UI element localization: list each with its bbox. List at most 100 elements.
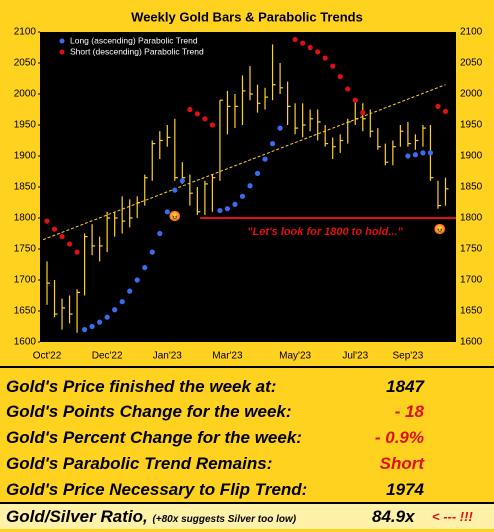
- label: Gold/Silver Ratio,: [6, 507, 148, 526]
- y-tick-label: 2050: [14, 58, 37, 69]
- y-tick-label: 2100: [460, 27, 483, 38]
- sar-dot: [164, 209, 170, 215]
- y-tick-label: 1600: [14, 337, 37, 348]
- divider: [0, 366, 494, 368]
- sar-dot: [179, 178, 185, 184]
- sar-dot: [202, 116, 208, 122]
- y-tick-label: 2000: [14, 89, 37, 100]
- chart: Weekly Gold Bars & Parabolic Trends Long…: [13, 9, 483, 362]
- sar-dot: [119, 299, 125, 305]
- sar-dot: [157, 230, 163, 237]
- sar-dot: [420, 150, 426, 156]
- sar-dot: [292, 36, 298, 43]
- y-tick-label: 1950: [14, 120, 37, 131]
- sar-dot: [104, 314, 110, 320]
- sar-dot: [142, 265, 148, 271]
- sar-dot: [89, 323, 95, 330]
- legend-marker: [59, 38, 65, 44]
- sar-dot: [232, 201, 238, 207]
- y-tick-label: 1950: [460, 120, 483, 131]
- sar-dot: [262, 156, 268, 162]
- sar-dot: [405, 153, 411, 159]
- sar-dot: [97, 319, 103, 325]
- value: 1974: [386, 480, 424, 499]
- label: Gold's Points Change for the week:: [6, 402, 292, 421]
- sar-dot: [352, 97, 358, 103]
- y-tick-label: 1650: [460, 306, 483, 317]
- sar-dot: [224, 206, 231, 212]
- sar-dot: [81, 327, 88, 333]
- table-row: Gold's Points Change for the week: - 18: [6, 399, 494, 424]
- y-tick-label: 1850: [460, 182, 483, 193]
- x-tick-label: Jan'23: [153, 351, 183, 362]
- sar-dot: [59, 234, 65, 240]
- sar-dot: [44, 218, 50, 224]
- sar-dot: [74, 249, 80, 255]
- icon: 😡: [434, 224, 446, 236]
- sar-dot: [239, 193, 246, 199]
- y-tick-label: 2100: [14, 27, 37, 38]
- sar-dot: [337, 74, 343, 80]
- y-tick-label: 2000: [460, 89, 483, 100]
- flag: < --- !!!: [432, 509, 473, 524]
- sar-dot: [254, 170, 261, 176]
- legend-label: Long (ascending) Parabolic Trend: [70, 35, 198, 45]
- y-tick-label: 1750: [460, 244, 483, 255]
- x-tick-label: Mar'23: [212, 351, 243, 362]
- sar-dot: [172, 187, 178, 193]
- y-tick-label: 2050: [460, 58, 483, 69]
- x-tick-label: Sep'23: [392, 351, 423, 362]
- sar-dot: [345, 86, 351, 92]
- sar-dot: [187, 106, 193, 113]
- value: 1847: [386, 377, 424, 396]
- sar-dot: [127, 288, 133, 294]
- sar-dot: [412, 152, 419, 158]
- value: 84.9x: [372, 507, 415, 526]
- x-tick-label: Jul'23: [342, 351, 368, 362]
- legend-label: Short (descending) Parabolic Trend: [70, 46, 204, 56]
- sar-dot: [315, 49, 321, 55]
- y-tick-label: 1850: [14, 182, 37, 193]
- table-row: Gold's Percent Change for the week: - 0.9…: [6, 425, 494, 450]
- sar-dot: [217, 207, 223, 214]
- y-tick-label: 1900: [14, 151, 37, 162]
- sar-dot: [277, 125, 283, 131]
- y-tick-label: 1650: [14, 306, 37, 317]
- label: Gold's Parabolic Trend Remains:: [6, 454, 273, 473]
- value: - 0.9%: [374, 428, 424, 447]
- sar-dot: [435, 103, 441, 109]
- y-tick-label: 1750: [14, 244, 37, 255]
- sar-dot: [322, 55, 328, 61]
- x-tick-label: May'23: [279, 351, 311, 362]
- table-row: Gold's Price Necessary to Flip Trend: 197…: [6, 477, 494, 502]
- sar-dot: [300, 40, 306, 46]
- y-tick-label: 1700: [460, 275, 483, 286]
- sar-dot: [51, 226, 58, 232]
- sar-dot: [330, 63, 336, 69]
- label: Gold's Percent Change for the week:: [6, 428, 302, 447]
- sar-dot: [442, 108, 449, 114]
- sar-dot: [307, 44, 313, 51]
- value: Short: [379, 454, 424, 473]
- table-row: Gold's Parabolic Trend Remains: Short: [6, 451, 494, 476]
- sar-dot: [247, 183, 253, 189]
- y-tick-label: 1800: [14, 213, 37, 224]
- legend-marker: [59, 49, 65, 55]
- x-tick-label: Dec'22: [92, 351, 123, 362]
- divider: [0, 502, 494, 504]
- chart-title: Weekly Gold Bars & Parabolic Trends: [131, 9, 363, 24]
- ratio-row: Gold/Silver Ratio, (+80x suggests Silver…: [0, 504, 494, 529]
- label: Gold's Price Necessary to Flip Trend:: [6, 480, 308, 499]
- sar-dot: [66, 241, 73, 247]
- annotation: "Let's look for 1800 to hold...": [247, 226, 403, 238]
- y-tick-label: 1900: [460, 151, 483, 162]
- y-tick-label: 1800: [460, 213, 483, 224]
- sar-dot: [269, 141, 276, 147]
- trend-line: [42, 84, 446, 241]
- icon: 😡: [169, 211, 181, 223]
- x-tick-label: Oct'22: [33, 351, 62, 362]
- sar-dot: [112, 307, 118, 313]
- sar-dot: [134, 277, 140, 283]
